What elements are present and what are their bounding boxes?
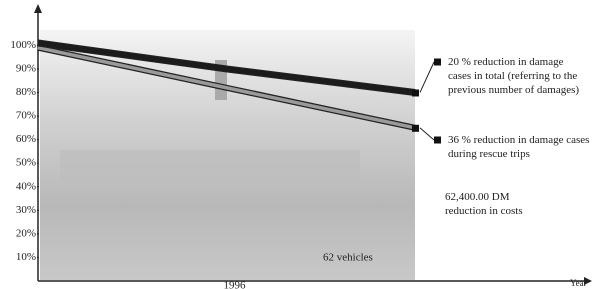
y-axis-arrow: [34, 4, 42, 13]
x-axis-label: Year: [570, 278, 587, 288]
leader-line: [420, 62, 434, 92]
legend-marker: [434, 59, 441, 66]
y-tick-label: 50%: [16, 157, 36, 169]
end-marker: [412, 125, 419, 132]
annotation: 62,400.00 DM reduction in costs: [445, 190, 540, 218]
y-tick-label: 70%: [16, 110, 36, 122]
end-marker: [412, 89, 419, 96]
y-tick-label: 90%: [16, 62, 36, 74]
y-tick-label: 20%: [16, 227, 36, 239]
y-tick-label: 10%: [16, 251, 36, 263]
page: Year 62 vehicles 10% 20% 30% 40% 50% 60% 70% 80…: [0, 0, 598, 289]
y-tick-label: 30%: [16, 204, 36, 216]
leader-line: [420, 128, 434, 140]
y-tick-label: 40%: [16, 180, 36, 192]
annotation: 62 vehicles: [323, 252, 373, 264]
legend-entry: 36 % reduction in damage cases during re…: [448, 133, 593, 161]
photo-detail: [60, 150, 360, 180]
x-tick-label: 1996: [224, 280, 247, 289]
y-tick-label: 100%: [10, 39, 36, 51]
y-tick-label: 80%: [16, 86, 36, 98]
legend-entry: 20 % reduction in damage cases in total …: [448, 55, 588, 97]
legend-marker: [434, 137, 441, 144]
y-tick-label: 60%: [16, 133, 36, 145]
